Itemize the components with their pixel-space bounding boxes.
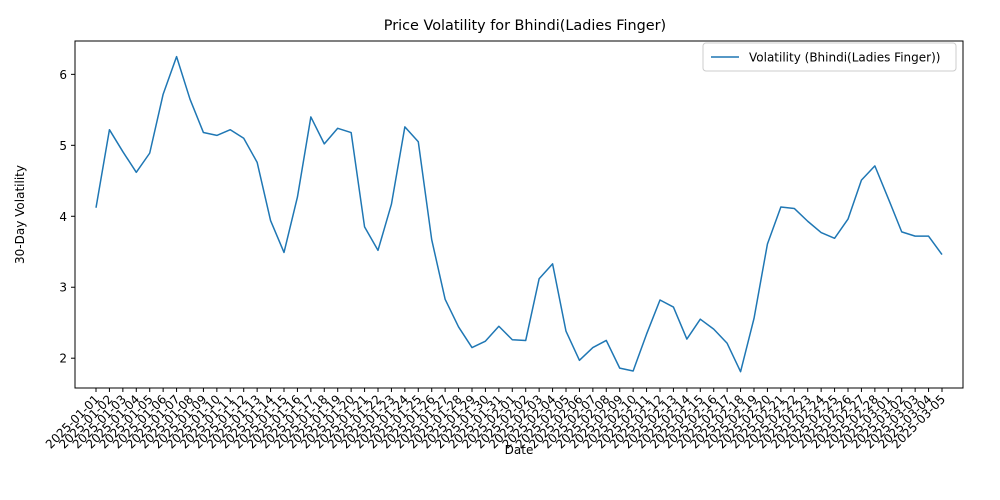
y-tick-label: 3: [59, 281, 67, 295]
y-tick-label: 5: [59, 139, 67, 153]
y-axis-label: 30-Day Volatility: [13, 165, 27, 264]
series-layer: [95, 55, 943, 373]
series-line: [95, 55, 943, 373]
plot-area: [74, 40, 964, 389]
y-tick-label: 6: [59, 68, 67, 82]
x-axis-label: Date: [505, 443, 534, 457]
chart-title: Price Volatility for Bhindi(Ladies Finge…: [384, 18, 666, 34]
legend-box: [702, 42, 957, 72]
legend: Volatility (Bhindi(Ladies Finger)): [702, 42, 957, 72]
x-axis: 2025-01-012025-01-022025-01-032025-01-04…: [43, 388, 948, 451]
legend-entry-label: Volatility (Bhindi(Ladies Finger)): [749, 51, 940, 65]
y-axis: 2 3 4 5 6: [59, 68, 75, 366]
y-tick-label: 2: [59, 352, 67, 366]
y-tick-label: 4: [59, 210, 67, 224]
